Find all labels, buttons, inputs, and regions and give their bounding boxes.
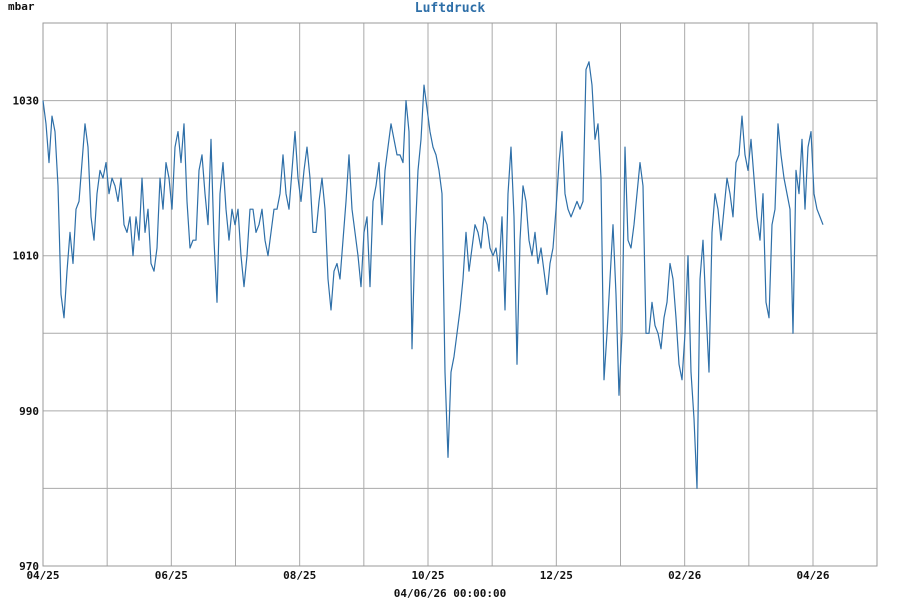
- x-tick-label: 04/25: [26, 569, 59, 582]
- y-tick-label: 1030: [13, 95, 40, 108]
- chart-title: Luftdruck: [415, 1, 486, 16]
- x-tick-label: 12/25: [540, 569, 573, 582]
- x-axis-ticks: 04/25 06/25 08/25 10/25 12/25 02/26 04/26: [26, 569, 829, 582]
- x-tick-label: 02/26: [668, 569, 701, 582]
- plot-area-frame: [42, 22, 878, 567]
- grid-lines: [43, 23, 877, 566]
- series-line: [42, 61, 824, 489]
- y-axis-ticks: 970 990 1010 1030: [13, 95, 40, 573]
- timestamp-footer: 04/06/26 00:00:00: [394, 587, 507, 600]
- x-tick-label: 06/25: [155, 569, 188, 582]
- y-axis-unit-label: mbar: [8, 0, 35, 13]
- x-tick-label: 04/26: [796, 569, 829, 582]
- x-tick-label: 10/25: [411, 569, 444, 582]
- y-tick-label: 970: [19, 560, 39, 573]
- x-tick-label: 08/25: [283, 569, 316, 582]
- y-tick-label: 1010: [13, 250, 40, 263]
- y-tick-label: 990: [19, 405, 39, 418]
